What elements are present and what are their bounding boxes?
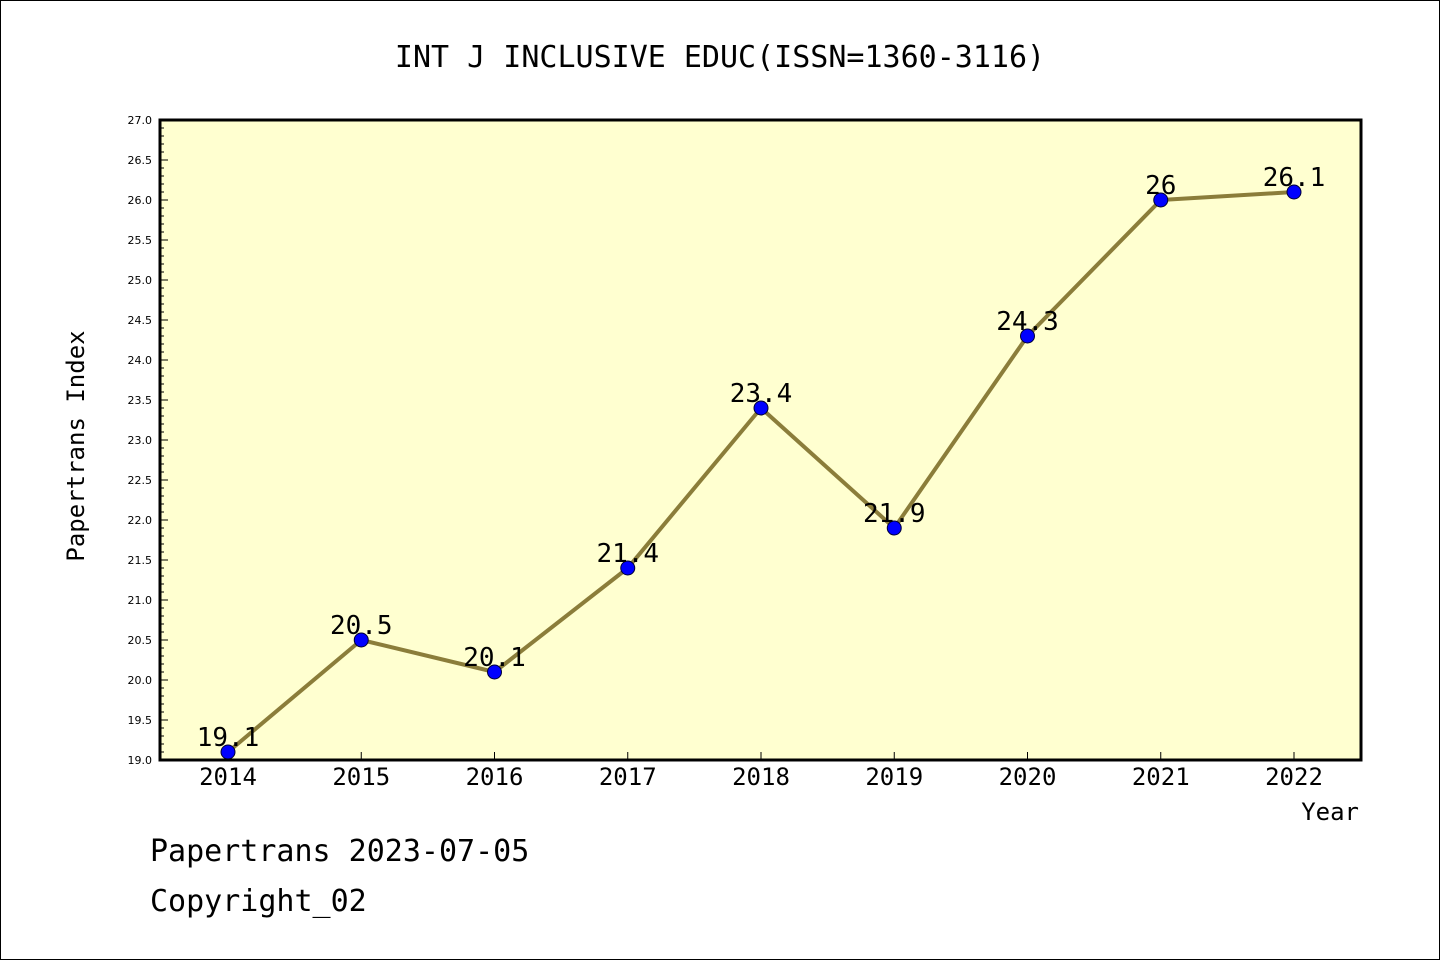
x-tick-label: 2016: [466, 763, 524, 791]
y-tick-label: 27.0: [128, 114, 153, 127]
data-point: [1153, 192, 1169, 208]
y-tick-label: 26.5: [128, 154, 153, 167]
data-label: 21.4: [596, 539, 659, 569]
y-tick-label: 22.5: [128, 474, 153, 487]
x-tick-label: 2019: [865, 763, 923, 791]
footer-date: Papertrans 2023-07-05: [150, 834, 530, 869]
y-axis: 19.0 19.5 20.0 20.5 21.0 21.5 22.0 22.5 23.0 23.5…: [128, 114, 168, 767]
x-tick-label: 2020: [999, 763, 1057, 791]
y-tick-label: 26.0: [128, 194, 153, 207]
y-tick-label: 23.5: [128, 394, 153, 407]
data-label: 24.3: [996, 307, 1059, 337]
plot-area: [160, 120, 1361, 760]
x-tick-label: 2017: [599, 763, 657, 791]
y-tick-label: 25.5: [128, 234, 153, 247]
y-axis-label: Papertrans Index: [62, 330, 90, 561]
data-point: [886, 520, 902, 536]
y-tick-label: 20.5: [128, 634, 153, 647]
x-tick-label: 2014: [199, 763, 257, 791]
footer-copyright: Copyright_02: [150, 884, 367, 919]
y-tick-label: 20.0: [128, 674, 153, 687]
data-point: [1286, 184, 1302, 200]
data-label: 19.1: [197, 723, 260, 753]
chart-title: INT J INCLUSIVE EDUC(ISSN=1360-3116): [395, 40, 1045, 75]
data-label: 26: [1145, 171, 1176, 201]
data-label: 20.1: [463, 643, 526, 673]
x-tick-label: 2018: [732, 763, 790, 791]
x-tick-label: 2022: [1265, 763, 1323, 791]
data-label: 26.1: [1263, 163, 1326, 193]
y-tick-label: 22.0: [128, 514, 153, 527]
data-point: [620, 560, 636, 576]
x-tick-label: 2021: [1132, 763, 1190, 791]
data-point: [753, 400, 769, 416]
y-tick-label: 25.0: [128, 274, 153, 287]
data-label: 20.5: [330, 611, 393, 641]
data-point: [1020, 328, 1035, 344]
y-tick-label: 19.0: [128, 754, 153, 767]
y-tick-label: 21.5: [128, 554, 153, 567]
plot-frame: [158, 118, 1363, 762]
y-tick-label: 19.5: [128, 714, 153, 727]
data-point: [353, 632, 369, 648]
data-point: [487, 664, 502, 680]
x-axis-label: Year: [1301, 798, 1359, 826]
y-tick-label: 21.0: [128, 594, 153, 607]
x-tick-label: 2015: [332, 763, 390, 791]
y-tick-label: 23.0: [128, 434, 153, 447]
x-axis: 2014 2015 2016 2017 2018 2019 2020 2021 2022: [199, 752, 1323, 791]
data-label: 23.4: [730, 379, 793, 409]
series-layer: 19.1 20.5 20.1 21.4 23.4 21.9 24.3 26 26.1: [197, 163, 1326, 760]
y-tick-label: 24.5: [128, 314, 153, 327]
y-tick-label: 24.0: [128, 354, 153, 367]
data-label: 21.9: [863, 499, 926, 529]
